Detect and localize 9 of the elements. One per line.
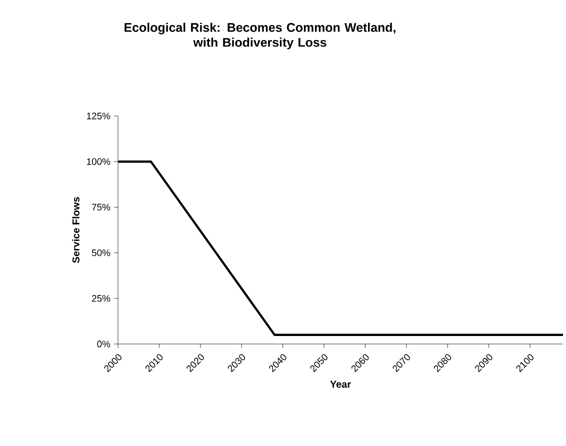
y-tick-label: 50% xyxy=(92,249,110,256)
y-tick-label: 0% xyxy=(97,340,110,348)
y-tick-label: 75% xyxy=(92,204,110,211)
x-axis-title: Year xyxy=(330,380,351,388)
y-tick-label: 25% xyxy=(92,295,110,302)
y-tick-label: 125% xyxy=(87,112,110,120)
chart-title: Ecological Risk: Becomes Common Wetland, with Biodiversity Loss xyxy=(124,22,396,50)
y-tick-label: 100% xyxy=(87,158,110,165)
y-axis-title: Service Flows xyxy=(72,197,80,263)
